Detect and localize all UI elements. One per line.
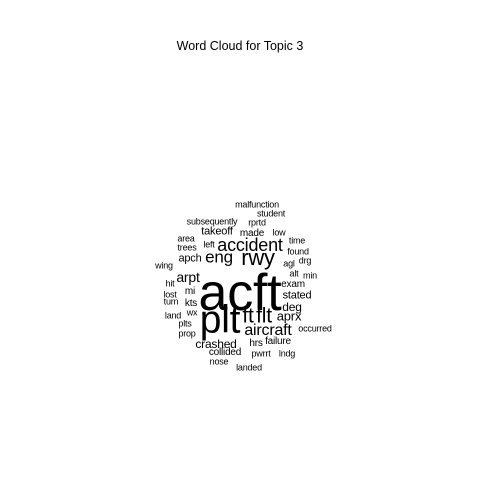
word-low: low: [272, 227, 286, 238]
word-subsequently: subsequently: [186, 216, 238, 227]
word-ft: ft: [242, 304, 254, 328]
word-rprtd: rprtd: [248, 217, 266, 228]
word-prop: prop: [178, 328, 196, 339]
word-wx: wx: [186, 307, 198, 318]
word-deg: deg: [282, 300, 302, 314]
word-rwy: rwy: [241, 245, 275, 270]
word-lost: lost: [163, 289, 177, 300]
word-area: area: [177, 233, 195, 244]
word-stated: stated: [282, 289, 312, 302]
word-plts: plts: [178, 318, 192, 329]
word-aprx: aprx: [276, 308, 302, 324]
word-aircraft: aircraft: [244, 322, 292, 339]
word-nose: nose: [209, 356, 229, 367]
word-failure: failure: [265, 336, 291, 347]
word-landed: landed: [236, 362, 262, 373]
word-kts: kts: [184, 298, 198, 309]
word-crashed: crashed: [195, 337, 237, 351]
chart-title: Word Cloud for Topic 3: [176, 39, 304, 53]
word-agl: agl: [283, 258, 295, 269]
word-alt: alt: [289, 268, 299, 279]
word-trees: trees: [177, 242, 197, 253]
word-arpt: arpt: [176, 269, 200, 285]
word-left: left: [203, 239, 215, 250]
word-malfunction: malfunction: [235, 199, 279, 210]
word-exam: exam: [281, 279, 305, 290]
word-hrs: hrs: [249, 338, 263, 349]
word-collided: collided: [208, 347, 242, 358]
word-hit: hit: [165, 278, 175, 289]
word-eng: eng: [205, 247, 233, 267]
word-land: land: [164, 310, 182, 321]
word-time: time: [288, 235, 306, 246]
word-lndg: lndg: [278, 348, 296, 359]
word-mi: mi: [184, 286, 196, 297]
word-pwrrt: pwrrt: [251, 348, 271, 359]
word-occurred: occurred: [298, 323, 332, 334]
word-acft: acft: [198, 264, 282, 322]
word-accident: accident: [217, 235, 283, 255]
word-takeoff: takeoff: [201, 225, 233, 238]
word-wing: wing: [155, 260, 173, 271]
word-drg: drg: [298, 255, 312, 266]
word-flt: flt: [256, 304, 272, 328]
word-apch: apch: [178, 252, 202, 265]
word-plt: plt: [199, 298, 241, 342]
word-found: found: [287, 246, 309, 257]
word-min: min: [303, 270, 317, 281]
word-made: made: [239, 228, 265, 239]
word-student: student: [256, 208, 286, 219]
word-turn: turn: [163, 296, 179, 307]
